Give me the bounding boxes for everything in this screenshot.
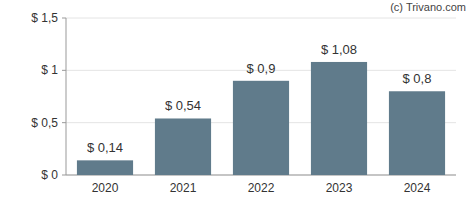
data-label: $ 1,08	[321, 42, 357, 57]
y-tick	[62, 70, 66, 71]
data-label: $ 0,54	[165, 98, 201, 113]
bars	[77, 62, 445, 175]
bar	[389, 91, 445, 175]
chart: $ 0 $ 0,5 $ 1 $ 1,5 $ 0,14 $ 0,54 $ 0,9 $ 1,08 $…	[0, 0, 470, 200]
y-tick	[62, 18, 66, 19]
data-label: $ 0,14	[87, 140, 123, 155]
x-tick-label: 2022	[248, 181, 275, 195]
grid-line	[66, 18, 456, 19]
x-tick-label: 2020	[92, 181, 119, 195]
y-tick	[62, 122, 66, 123]
annotation: (c) Trivano.com	[390, 1, 466, 13]
x-tick-label: 2024	[404, 181, 431, 195]
bar	[77, 160, 133, 175]
x-tick-label: 2023	[326, 181, 353, 195]
data-label: $ 0,9	[247, 61, 276, 76]
data-label: $ 0,8	[403, 71, 432, 86]
y-tick-label: $ 0	[41, 168, 58, 182]
y-tick-label: $ 1,5	[31, 11, 58, 25]
y-tick-label: $ 0,5	[31, 116, 58, 130]
bar	[311, 62, 367, 175]
y-axis	[66, 18, 67, 175]
bar	[233, 81, 289, 175]
x-tick-label: 2021	[170, 181, 197, 195]
y-tick	[62, 175, 66, 176]
y-tick-label: $ 1	[41, 63, 58, 77]
bar	[155, 118, 211, 175]
